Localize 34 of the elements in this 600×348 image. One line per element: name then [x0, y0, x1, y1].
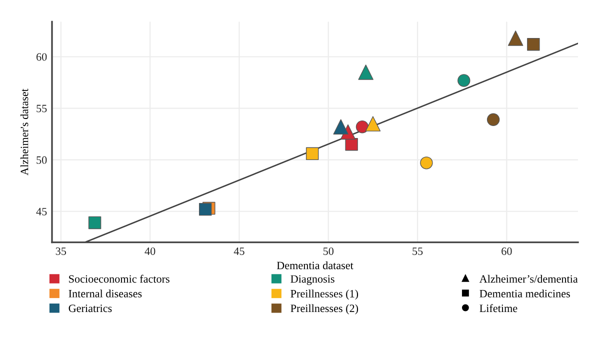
x-tick-label: 55 [412, 248, 423, 255]
legend-label: Preillnesses (2) [290, 304, 358, 314]
x-axis-title: Dementia dataset [276, 261, 354, 270]
x-tick-label: 45 [234, 248, 244, 255]
x-tick-label: 35 [56, 248, 66, 255]
legend-label: Lifetime [480, 304, 518, 312]
y-axis-title: Alzheimer's dataset [20, 88, 28, 176]
point [420, 156, 433, 170]
x-tick-label: 40 [144, 247, 156, 255]
point [458, 74, 470, 87]
legend-label: Internal diseases [68, 290, 142, 298]
point [527, 38, 540, 51]
legend-label: Preillnesses (1) [290, 290, 358, 300]
y-tick-label: 50 [36, 156, 47, 164]
legend-label: Socioeconomic factors [69, 274, 170, 283]
point [306, 147, 319, 160]
legend-label: Alzheimer’s/dementia [479, 274, 578, 283]
y-tick-label: 55 [36, 104, 47, 112]
point [88, 216, 102, 230]
point [486, 113, 500, 126]
legend-label: Geriatrics [68, 304, 112, 312]
point [356, 120, 369, 134]
y-tick-label: 60 [36, 53, 47, 61]
point [508, 30, 524, 46]
x-tick-label: 60 [502, 247, 512, 255]
legend-label: Diagnosis [290, 275, 334, 285]
point [333, 119, 348, 134]
point [198, 202, 212, 216]
y-tick-label: 45 [36, 208, 47, 216]
point [345, 138, 358, 151]
x-tick-label: 50 [323, 247, 334, 255]
point [365, 116, 381, 132]
legend-label: Dementia medicines [480, 290, 570, 298]
point [358, 64, 374, 80]
